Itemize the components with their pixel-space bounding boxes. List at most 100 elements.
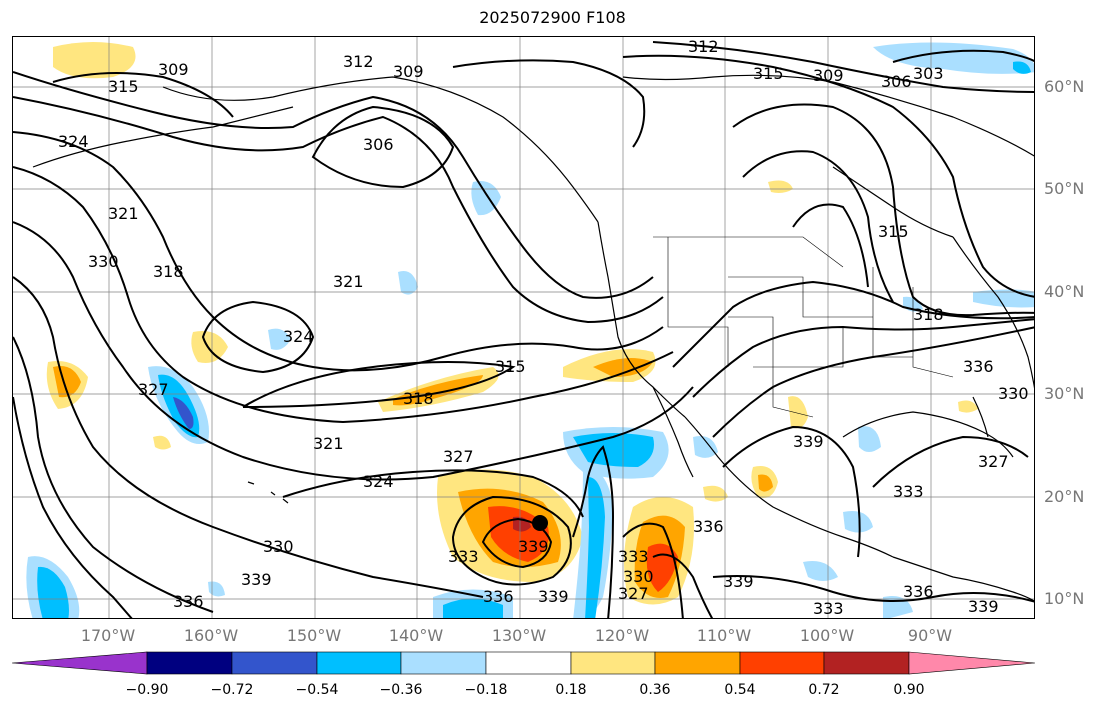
- contour-label: 327: [138, 380, 169, 399]
- shade-cool: [208, 581, 225, 597]
- colorbar-segment: [231, 651, 318, 675]
- colorbar: [12, 651, 1035, 675]
- colorbar-segment: [316, 651, 402, 675]
- coast-hawaii: [247, 481, 289, 504]
- contour-label: 327: [618, 584, 649, 603]
- contour-labels: 309 315 312 309 306 324 321 330 318 321 …: [58, 37, 1029, 618]
- contour-line: [13, 336, 214, 613]
- contour-label: 336: [483, 587, 514, 606]
- contour-label: 330: [623, 567, 654, 586]
- storm-center-marker: [532, 515, 548, 531]
- colorbar-tick: −0.18: [464, 682, 508, 698]
- contour-label: 339: [793, 432, 824, 451]
- colorbar-segment: [400, 651, 487, 675]
- contour-label: 306: [881, 72, 912, 91]
- colorbar-tick: −0.54: [295, 682, 339, 698]
- coast-aleutians: [32, 106, 294, 168]
- map-frame: 309 315 312 309 306 324 321 330 318 321 …: [12, 36, 1035, 619]
- contour-label: 321: [333, 272, 364, 291]
- contour-label: 318: [913, 305, 944, 324]
- coast-central-am: [892, 556, 1034, 602]
- contour-label: 315: [753, 64, 784, 83]
- contour-line: [652, 553, 714, 618]
- contour-label: 327: [978, 452, 1009, 471]
- contour-label: 339: [968, 597, 999, 616]
- contour-label: 312: [343, 52, 374, 71]
- contour-label: 315: [878, 222, 909, 241]
- lon-label: 140°W: [388, 626, 444, 645]
- colorbar-segment: [908, 651, 1035, 675]
- shade-warm: [191, 331, 228, 363]
- colorbar-segment: [146, 651, 233, 675]
- contour-line: [742, 150, 894, 303]
- contour-line: [311, 105, 455, 189]
- colorbar-tick: 0.54: [724, 682, 756, 698]
- coast-florida: [972, 396, 989, 438]
- coast-hudson: [832, 166, 954, 238]
- border-layer: [653, 236, 954, 418]
- colorbar-tick: −0.90: [125, 682, 169, 698]
- contour-label: 312: [688, 37, 719, 56]
- coast-mexico: [684, 416, 894, 558]
- contour-label: 315: [108, 77, 139, 96]
- lon-label: 100°W: [799, 626, 855, 645]
- contour-line: [652, 41, 1034, 93]
- contour-line: [722, 425, 861, 558]
- contour-label: 306: [363, 135, 394, 154]
- contour-label: 339: [538, 587, 569, 606]
- contour-line: [572, 445, 615, 618]
- coast-alaska: [162, 76, 599, 223]
- contour-line: [712, 575, 1034, 603]
- contour-line: [692, 318, 1034, 398]
- contour-label: 336: [693, 517, 724, 536]
- contour-layer: [13, 41, 1034, 618]
- colorbar-tick: −0.72: [210, 682, 254, 698]
- lat-label: 40°N: [1044, 282, 1085, 301]
- contour-line: [242, 361, 516, 408]
- lon-label: 160°W: [183, 626, 239, 645]
- contour-label: 336: [963, 357, 994, 376]
- contour-label: 324: [58, 132, 89, 151]
- shade-cool: [37, 566, 69, 618]
- contour-line: [732, 103, 1034, 317]
- shade-cool: [693, 436, 718, 458]
- lat-label: 10°N: [1044, 589, 1085, 608]
- contour-label: 324: [283, 327, 314, 346]
- contour-line: [872, 435, 1029, 488]
- coast-west-na: [597, 221, 686, 418]
- shade-warm: [53, 42, 136, 79]
- colorbar-segment: [739, 651, 825, 675]
- contour-label: 339: [241, 570, 272, 589]
- contour-label: 330: [998, 384, 1029, 403]
- contour-label: 318: [153, 262, 184, 281]
- shade-warm: [703, 485, 728, 502]
- contour-line: [672, 280, 1034, 368]
- colorbar-segment: [12, 651, 148, 675]
- contour-line: [282, 469, 584, 518]
- colorbar-segments: [12, 651, 1035, 675]
- lon-label: 120°W: [594, 626, 650, 645]
- contour-line: [452, 59, 646, 148]
- contour-label: 309: [813, 66, 844, 85]
- coast-baja: [652, 386, 694, 478]
- contour-line: [622, 522, 684, 618]
- contour-line: [13, 166, 674, 424]
- lon-label: 170°W: [80, 626, 136, 645]
- contour-line: [13, 396, 133, 618]
- contour-line: [13, 276, 484, 598]
- contour-label: 339: [723, 572, 754, 591]
- contour-label: 309: [158, 60, 189, 79]
- contour-line: [712, 326, 1034, 438]
- contour-label: 321: [108, 204, 139, 223]
- shade-cool: [443, 598, 503, 618]
- shade-cool: [858, 426, 881, 452]
- colorbar-segment: [654, 651, 741, 675]
- colorbar-tick: 0.36: [639, 682, 671, 698]
- shade-cool: [1013, 61, 1031, 74]
- shade-cool: [585, 477, 605, 618]
- contour-label: 330: [88, 252, 119, 271]
- contour-line: [451, 495, 572, 586]
- contour-line: [622, 54, 1034, 298]
- colorbar-segment: [823, 651, 910, 675]
- shade-cool: [973, 289, 1034, 308]
